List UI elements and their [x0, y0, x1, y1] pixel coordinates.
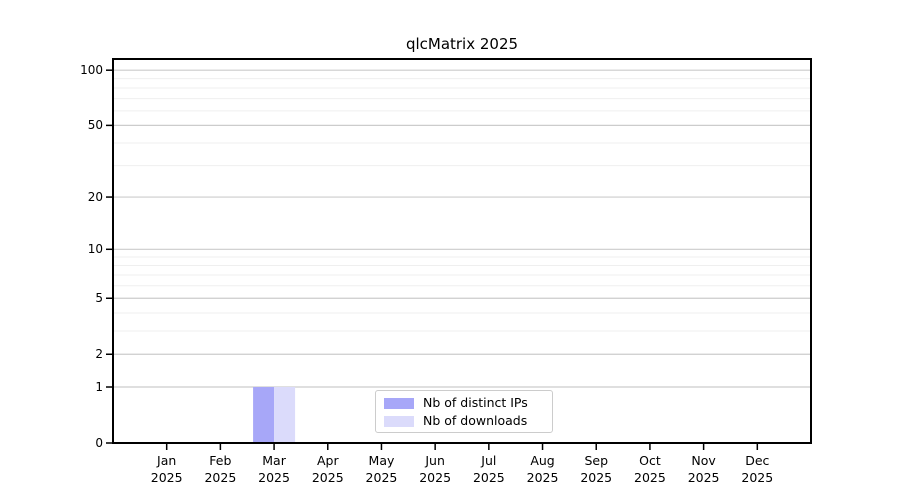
- x-tick-label-jan-2025: Jan 2025: [150, 453, 183, 485]
- bar-nb-of-distinct-ips-mar-2025: [253, 387, 275, 443]
- x-tick-label-aug-2025: Aug 2025: [526, 453, 559, 485]
- legend: Nb of distinct IPs Nb of downloads: [375, 390, 553, 433]
- y-tick-label-0: 0: [95, 436, 103, 450]
- bar-nb-of-downloads-mar-2025: [274, 387, 296, 443]
- y-tick-label-10: 10: [87, 242, 103, 257]
- x-tick-label-may-2025: May 2025: [365, 453, 398, 485]
- legend-label-distinct-ips: Nb of distinct IPs: [423, 395, 528, 410]
- chart-title: qlcMatrix 2025: [405, 35, 519, 53]
- x-tick-label-jun-2025: Jun 2025: [419, 453, 452, 485]
- y-tick-label-50: 50: [87, 118, 103, 133]
- x-tick-label-nov-2025: Nov 2025: [687, 453, 720, 485]
- x-tick-label-oct-2025: Oct 2025: [634, 453, 666, 485]
- y-tick-label-100: 100: [80, 63, 103, 78]
- x-tick-label-mar-2025: Mar 2025: [258, 453, 290, 485]
- legend-swatch-downloads: [384, 415, 414, 427]
- x-tick-label-jul-2025: Jul 2025: [472, 453, 505, 485]
- plot-frame: [112, 58, 812, 444]
- x-tick-label-apr-2025: Apr 2025: [311, 453, 344, 485]
- y-tick-label-5: 5: [95, 291, 103, 306]
- legend-label-downloads: Nb of downloads: [423, 413, 528, 428]
- x-tick-label-dec-2025: Dec 2025: [741, 453, 774, 485]
- legend-item-downloads: Nb of downloads: [384, 412, 544, 430]
- y-tick-label-20: 20: [87, 190, 103, 205]
- legend-swatch-distinct-ips: [384, 397, 414, 409]
- x-tick-label-feb-2025: Feb 2025: [204, 453, 237, 485]
- x-tick-label-sep-2025: Sep 2025: [580, 453, 613, 485]
- y-tick-label-2: 2: [95, 347, 103, 362]
- legend-item-distinct-ips: Nb of distinct IPs: [384, 394, 544, 412]
- y-tick-label-1: 1: [95, 380, 103, 394]
